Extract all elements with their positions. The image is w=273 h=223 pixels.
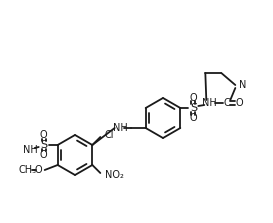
Text: CH₃: CH₃ — [19, 165, 37, 175]
Text: O: O — [40, 150, 48, 160]
Text: O: O — [236, 98, 243, 108]
Text: Cl: Cl — [104, 130, 114, 140]
Text: NO₂: NO₂ — [105, 170, 124, 180]
Text: O: O — [189, 113, 197, 123]
Text: O: O — [40, 130, 48, 140]
Text: C: C — [224, 98, 231, 108]
Text: NH: NH — [23, 145, 38, 155]
Text: NH: NH — [113, 123, 128, 133]
Text: O: O — [189, 93, 197, 103]
Text: NH: NH — [202, 98, 217, 108]
Text: S: S — [190, 103, 197, 113]
Text: O: O — [35, 165, 43, 175]
Text: N: N — [239, 80, 247, 90]
Text: S: S — [40, 140, 47, 150]
